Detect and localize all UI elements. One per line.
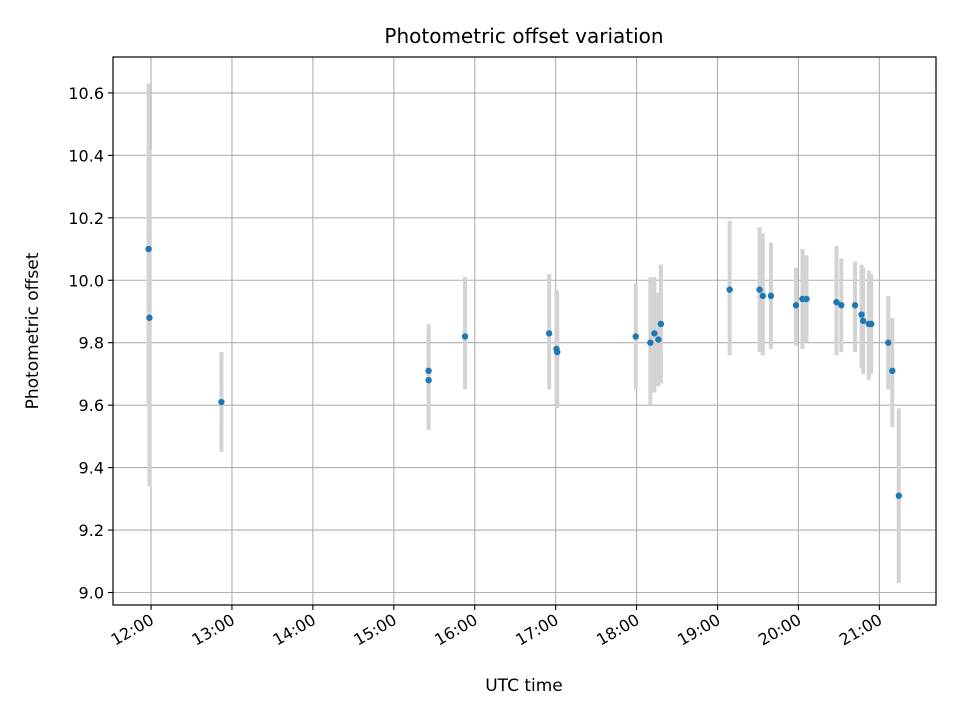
error-bars (146, 83, 901, 584)
x-axis-ticks: 12:00 13:00 14:00 15:00 16:00 17:00 18:00 19:00… (108, 605, 885, 650)
x-tick-label: 21:00 (836, 610, 885, 650)
y-tick-label: 9.6 (79, 396, 104, 415)
y-tick-label: 10.2 (68, 209, 104, 228)
data-point (833, 298, 840, 306)
y-tick-label: 10.0 (68, 271, 104, 290)
data-point (889, 367, 896, 375)
data-point (218, 398, 225, 406)
data-point (647, 339, 654, 346)
data-point (858, 311, 865, 318)
y-axis-label: Photometric offset (23, 252, 43, 409)
x-tick-label: 15:00 (350, 610, 399, 650)
data-point (545, 330, 553, 337)
y-tick-label: 9.4 (79, 459, 104, 478)
data-point (756, 286, 763, 293)
y-axis-ticks: 9.0 9.2 9.4 9.6 9.8 10.0 10.2 10.4 10.6 (68, 84, 113, 603)
data-point (632, 333, 639, 340)
data-point (851, 302, 859, 309)
y-tick-label: 9.8 (79, 334, 104, 353)
data-point (651, 330, 658, 337)
data-point (655, 336, 662, 343)
data-point (767, 292, 775, 300)
data-point (146, 314, 153, 321)
x-tick-label: 16:00 (431, 610, 480, 650)
x-tick-label: 20:00 (755, 610, 804, 650)
x-tick-label: 18:00 (593, 610, 642, 650)
data-point (868, 320, 875, 328)
y-tick-label: 10.4 (68, 146, 104, 165)
data-point (803, 295, 810, 303)
data-point (792, 302, 800, 309)
data-point (425, 367, 432, 375)
data-point (838, 302, 845, 309)
y-tick-label: 10.6 (68, 84, 104, 103)
data-point (885, 339, 892, 346)
data-point (726, 286, 733, 293)
data-point (657, 320, 665, 328)
x-tick-label: 17:00 (512, 610, 561, 650)
data-point (895, 492, 902, 499)
data-point (859, 317, 867, 325)
data-point (759, 292, 767, 300)
y-tick-label: 9.0 (79, 584, 104, 603)
plot-frame (112, 56, 937, 606)
grid (113, 57, 936, 605)
x-tick-label: 19:00 (674, 610, 723, 650)
data-point (554, 348, 561, 356)
x-tick-label: 13:00 (189, 610, 238, 650)
x-tick-label: 12:00 (108, 610, 157, 650)
data-points (145, 245, 902, 499)
x-tick-label: 14:00 (269, 610, 318, 650)
data-point (461, 333, 469, 340)
data-point (425, 376, 432, 384)
chart-title: Photometric offset variation (384, 24, 663, 48)
y-tick-label: 9.2 (79, 521, 104, 540)
data-point (145, 245, 152, 253)
x-axis-label: UTC time (485, 676, 563, 696)
